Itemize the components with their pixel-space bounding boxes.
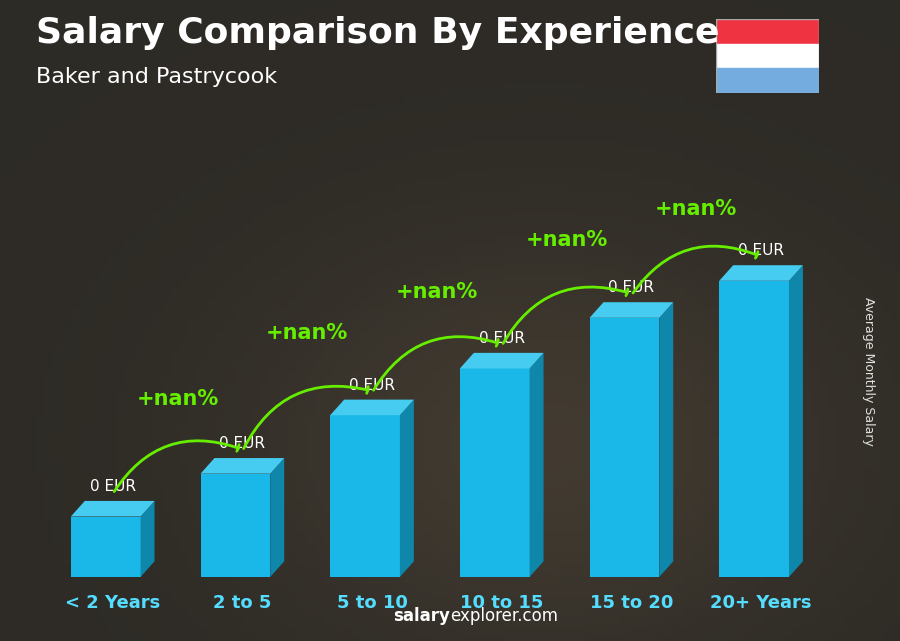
Polygon shape — [400, 399, 414, 577]
Bar — [716, 19, 819, 44]
Text: 0 EUR: 0 EUR — [608, 280, 654, 296]
Polygon shape — [71, 501, 155, 517]
Text: +nan%: +nan% — [396, 282, 478, 302]
Text: +nan%: +nan% — [655, 199, 737, 219]
Polygon shape — [460, 369, 529, 577]
Text: +nan%: +nan% — [137, 389, 219, 410]
Text: +nan%: +nan% — [526, 229, 608, 249]
Text: Baker and Pastrycook: Baker and Pastrycook — [36, 67, 277, 87]
Polygon shape — [140, 501, 155, 577]
Text: 0 EUR: 0 EUR — [738, 243, 784, 258]
Text: 0 EUR: 0 EUR — [349, 378, 395, 392]
Polygon shape — [590, 302, 673, 318]
Polygon shape — [789, 265, 803, 577]
Text: 20+ Years: 20+ Years — [710, 594, 812, 612]
Text: 0 EUR: 0 EUR — [220, 436, 266, 451]
Text: +nan%: +nan% — [266, 323, 348, 343]
Bar — [716, 44, 819, 69]
Polygon shape — [330, 415, 400, 577]
Polygon shape — [590, 318, 660, 577]
Polygon shape — [529, 353, 544, 577]
Bar — [716, 69, 819, 93]
Polygon shape — [270, 458, 284, 577]
Text: 0 EUR: 0 EUR — [479, 331, 525, 346]
Text: Salary Comparison By Experience: Salary Comparison By Experience — [36, 16, 719, 50]
Polygon shape — [330, 399, 414, 415]
Text: 2 to 5: 2 to 5 — [213, 594, 272, 612]
Text: 5 to 10: 5 to 10 — [337, 594, 408, 612]
Polygon shape — [201, 458, 284, 474]
Polygon shape — [201, 474, 270, 577]
Text: salary: salary — [393, 607, 450, 625]
Polygon shape — [719, 281, 789, 577]
Polygon shape — [71, 517, 140, 577]
Text: explorer.com: explorer.com — [450, 607, 558, 625]
Text: < 2 Years: < 2 Years — [65, 594, 160, 612]
Text: 10 to 15: 10 to 15 — [460, 594, 544, 612]
Text: Average Monthly Salary: Average Monthly Salary — [862, 297, 875, 446]
Polygon shape — [719, 265, 803, 281]
Text: 15 to 20: 15 to 20 — [590, 594, 673, 612]
Polygon shape — [660, 302, 673, 577]
Text: 0 EUR: 0 EUR — [90, 479, 136, 494]
Polygon shape — [460, 353, 544, 369]
